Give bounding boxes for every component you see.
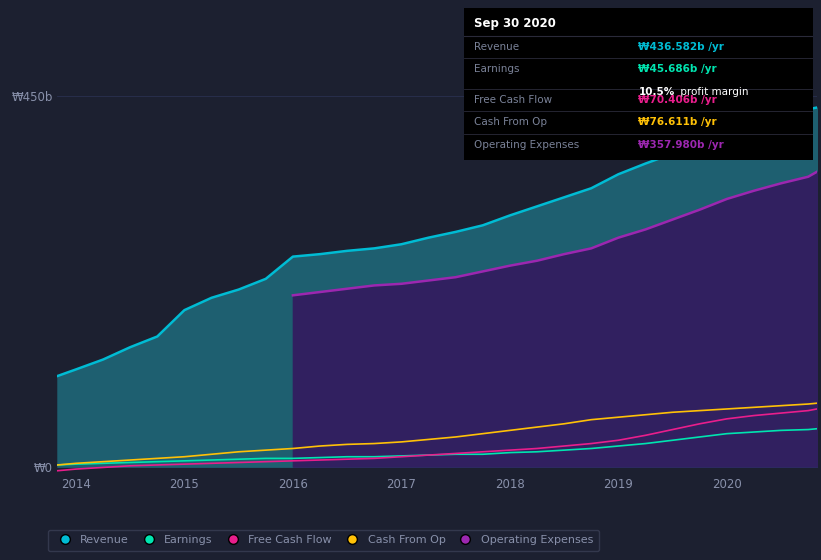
Text: ₩436.582b /yr: ₩436.582b /yr	[639, 41, 724, 52]
Text: Operating Expenses: Operating Expenses	[475, 140, 580, 150]
Text: Sep 30 2020: Sep 30 2020	[475, 17, 556, 30]
Text: ₩45.686b /yr: ₩45.686b /yr	[639, 64, 717, 74]
Text: 10.5%: 10.5%	[639, 87, 675, 97]
Legend: Revenue, Earnings, Free Cash Flow, Cash From Op, Operating Expenses: Revenue, Earnings, Free Cash Flow, Cash …	[48, 530, 599, 551]
Text: Cash From Op: Cash From Op	[475, 117, 548, 127]
Text: Free Cash Flow: Free Cash Flow	[475, 95, 553, 105]
Text: Earnings: Earnings	[475, 64, 520, 74]
Text: ₩70.406b /yr: ₩70.406b /yr	[639, 95, 717, 105]
Text: profit margin: profit margin	[677, 87, 748, 97]
Text: Revenue: Revenue	[475, 41, 520, 52]
Text: ₩76.611b /yr: ₩76.611b /yr	[639, 117, 717, 127]
Text: ₩357.980b /yr: ₩357.980b /yr	[639, 140, 724, 150]
